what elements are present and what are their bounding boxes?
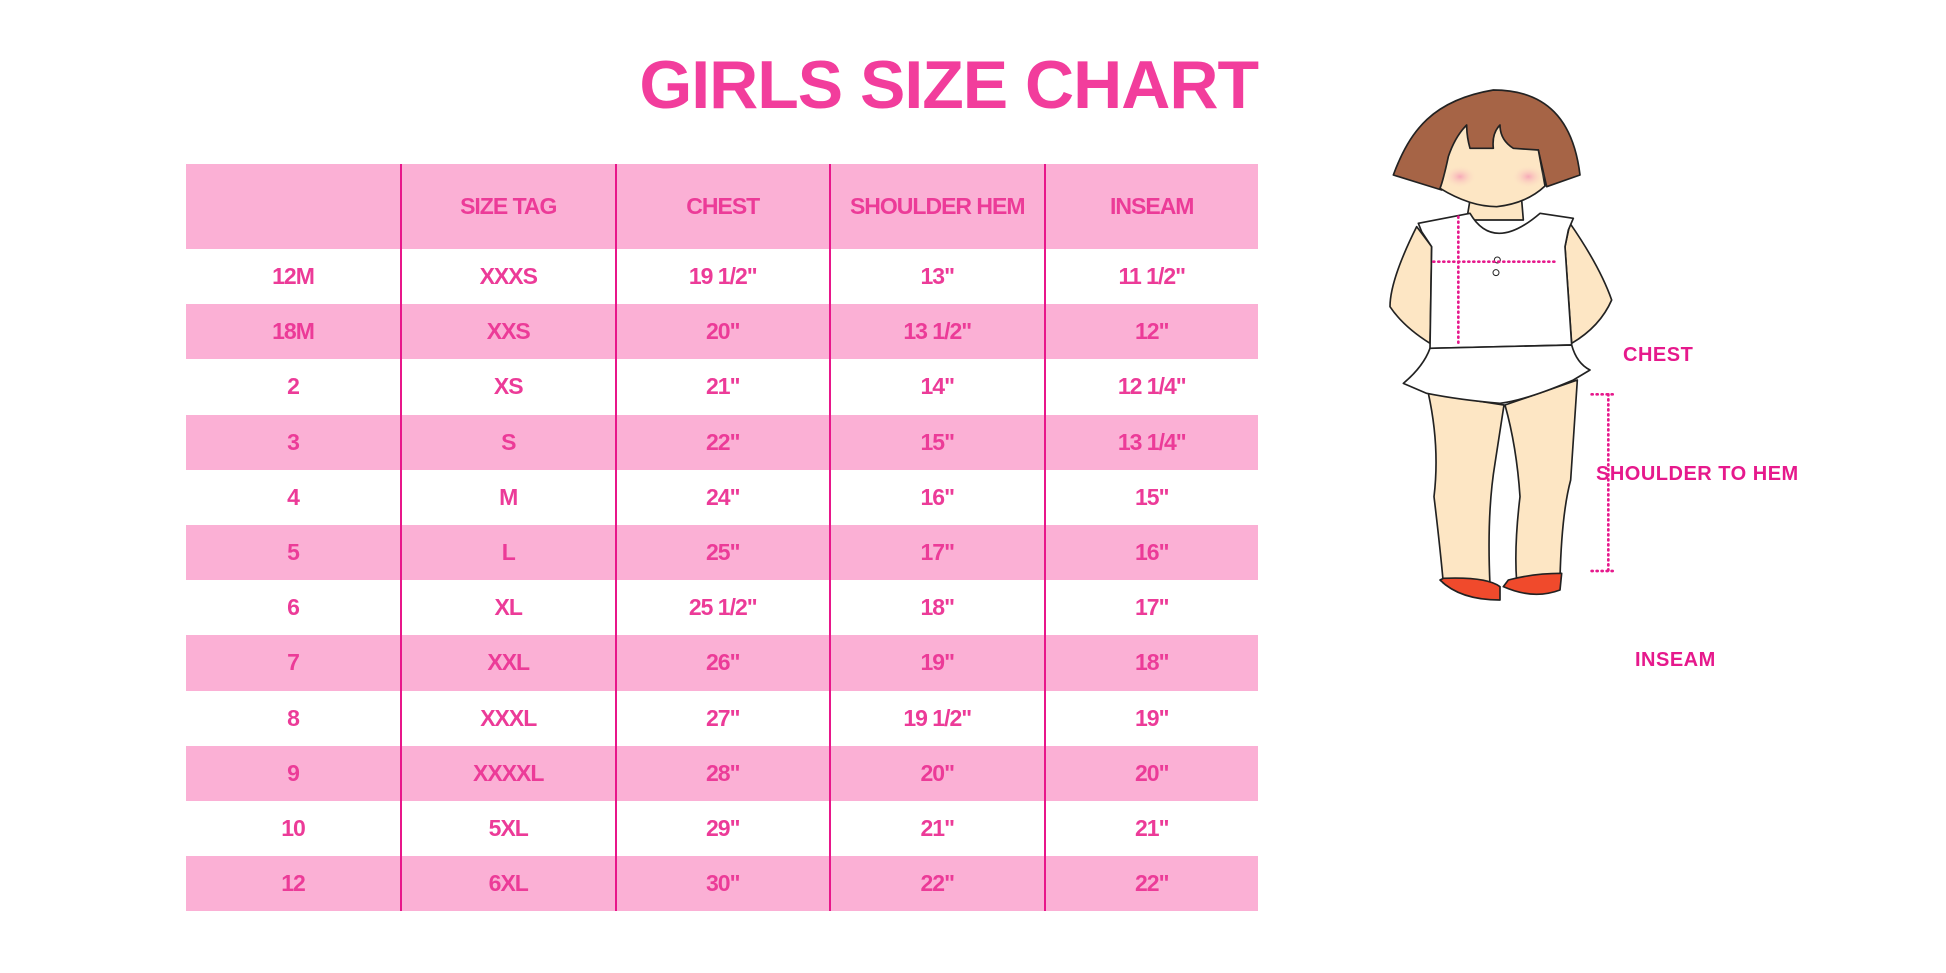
header-cell: SHOULDER HEM [829, 164, 1044, 249]
table-cell: 18" [829, 580, 1044, 636]
table-cell: 12 1/4" [1043, 359, 1259, 415]
table-row: 10 5XL 29" 21" 21" [186, 800, 1259, 857]
table-row: 5 L 25" 17" 16" [186, 524, 1259, 581]
table-cell: 9 [287, 759, 300, 786]
table-cell: XL [400, 580, 615, 636]
table-row: 12M XXXS 19 1/2" 13" 11 1/2" [186, 249, 1259, 305]
table-cell: 20" [614, 304, 830, 360]
table-cell: XXXXL [400, 745, 615, 801]
table-row: 6 XL 25 1/2" 18" 17" [186, 580, 1259, 636]
table-cell: 6XL [400, 856, 615, 912]
table-cell: XXS [400, 304, 615, 360]
table-cell: XXL [400, 635, 615, 691]
table-cell: 12M [272, 263, 315, 290]
table-cell: 15" [1043, 469, 1259, 525]
table-cell: 25 1/2" [614, 580, 830, 636]
table-row: 12 6XL 30" 22" 22" [186, 856, 1259, 912]
table-cell: 20" [1043, 745, 1259, 801]
table-cell: 7 [287, 649, 300, 676]
skirt [1402, 344, 1591, 405]
table-cell: 5 [287, 539, 300, 566]
table-cell: 16" [1043, 524, 1259, 581]
table-cell: 24" [614, 469, 830, 525]
table-cell: 17" [829, 524, 1044, 581]
inseam-label: INSEAM [1635, 649, 1716, 671]
page-title: GIRLS SIZE CHART [639, 47, 1259, 123]
header-cell: INSEAM [1043, 164, 1259, 249]
chest-label: CHEST [1623, 344, 1694, 366]
right-leg [1504, 379, 1579, 583]
table-cell: 6 [287, 594, 300, 621]
table-cell: 27" [614, 690, 830, 746]
table-cell: 18" [1043, 635, 1259, 691]
table-cell: 19 1/2" [614, 249, 830, 305]
table-cell: XXXL [400, 690, 615, 746]
left-shoe [1439, 577, 1501, 601]
header-cell [186, 164, 400, 249]
shirt [1417, 212, 1575, 350]
right-arm [1564, 222, 1613, 345]
table-row: 3 S 22" 15" 13 1/4" [186, 414, 1259, 470]
table-row: 18M XXS 20" 13 1/2" 12" [186, 304, 1259, 360]
table-cell: 15" [829, 414, 1044, 470]
table-cell: 21" [614, 359, 830, 415]
table-cell: 8 [287, 704, 300, 731]
table-row: 2 XS 21" 14" 12 1/4" [186, 359, 1259, 415]
hair [1392, 89, 1581, 191]
table-cell: 26" [614, 635, 830, 691]
table-cell: 19" [829, 635, 1044, 691]
left-leg [1427, 392, 1505, 586]
left-arm [1389, 225, 1433, 345]
table-row: 9 XXXXL 28" 20" 20" [186, 745, 1259, 801]
size-table: SIZE TAG CHEST SHOULDER HEM INSEAM 12M XX… [186, 164, 1259, 912]
table-cell: 13" [829, 249, 1044, 305]
table-cell: 11 1/2" [1043, 249, 1259, 305]
table-cell: 22" [614, 414, 830, 470]
table-cell: 13 1/2" [829, 304, 1044, 360]
table-cell: 19 1/2" [829, 690, 1044, 746]
table-cell: 30" [614, 856, 830, 912]
table-cell: 10 [281, 814, 306, 841]
table-cell: 18M [272, 318, 315, 345]
table-cell: 12 [281, 870, 306, 897]
table-cell: 21" [1043, 800, 1259, 857]
girl-illustration [1389, 89, 1618, 601]
table-cell: 28" [614, 745, 830, 801]
table-cell: 25" [614, 524, 830, 581]
table-cell: L [400, 524, 615, 581]
table-cell: 12" [1043, 304, 1259, 360]
table-cell: 13 1/4" [1043, 414, 1259, 470]
header-cell: SIZE TAG [400, 164, 615, 249]
table-cell: 21" [829, 800, 1044, 857]
table-cell: 19" [1043, 690, 1259, 746]
table-cell: 2 [287, 373, 300, 400]
right-shoe [1502, 572, 1563, 596]
table-cell: 20" [829, 745, 1044, 801]
table-cell: XXXS [400, 249, 615, 305]
header-cell: CHEST [614, 164, 830, 249]
table-row: 8 XXXL 27" 19 1/2" 19" [186, 690, 1259, 746]
table-cell: 22" [1043, 856, 1259, 912]
table-cell: 29" [614, 800, 830, 857]
table-cell: 16" [829, 469, 1044, 525]
table-cell: 17" [1043, 580, 1259, 636]
table-cell: S [400, 414, 615, 470]
table-cell: M [400, 469, 615, 525]
table-header: SIZE TAG CHEST SHOULDER HEM INSEAM [186, 164, 1258, 249]
table-cell: 3 [287, 428, 300, 455]
table-cell: 4 [287, 483, 300, 510]
table-row: 4 M 24" 16" 15" [186, 469, 1259, 525]
table-row: 7 XXL 26" 19" 18" [186, 635, 1259, 691]
table-cell: XS [400, 359, 615, 415]
table-cell: 14" [829, 359, 1044, 415]
shoulder-to-hem-label: SHOULDER TO HEM [1596, 463, 1799, 485]
table-cell: 5XL [400, 800, 615, 857]
table-cell: 22" [829, 856, 1044, 912]
